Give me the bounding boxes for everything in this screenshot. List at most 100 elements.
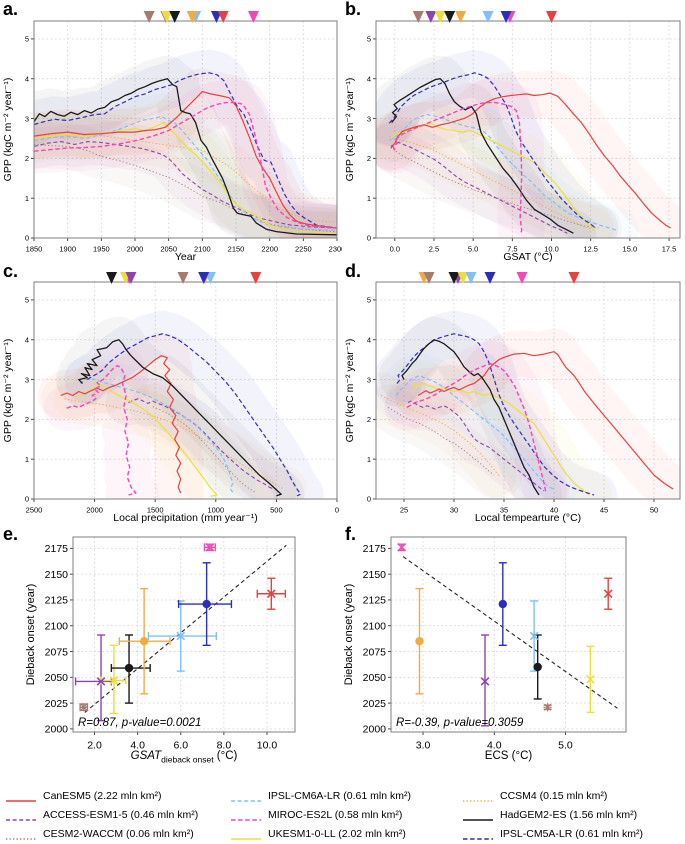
legend-item-ukesm1-0-ll: UKESM1-0-LL (2.02 mln km²) [231,824,463,843]
svg-text:4: 4 [25,74,29,83]
legend-line-sample [463,792,493,802]
chart-e: 2.0 4.0 6.0 8.0 10.0 2000 2025 2050 2075 2100 2125… [25,536,296,752]
svg-text:GPP (kgC m⁻² year⁻¹): GPP (kgC m⁻² year⁻¹) [344,339,356,443]
svg-text:2125: 2125 [363,595,387,607]
svg-text:2500: 2500 [26,506,43,515]
legend-line-sample [231,811,261,821]
legend-item-access-esm1-5: ACCESS-ESM1-5 (0.46 mln km²) [6,805,231,824]
panel-d: d. 25 30 35 40 45 50 0 1 2 3 4 5 Local tempearture (… [342,261,685,525]
svg-text:1000: 1000 [207,506,224,515]
svg-text:4.0: 4.0 [487,740,502,752]
svg-text:2125: 2125 [45,595,69,607]
legend-label: CanESM5 (2.22 mln km²) [43,789,162,802]
svg-text:2175: 2175 [363,543,387,555]
svg-text:2100: 2100 [363,621,387,633]
svg-text:2.0: 2.0 [87,740,102,752]
svg-text:0: 0 [367,234,371,243]
svg-text:2050: 2050 [45,672,69,684]
chart-f: 3.0 4.0 5.0 2000 2025 2050 2075 2100 2125 2150 217… [343,536,627,752]
panel-letter-f: f. [345,524,356,544]
svg-text:5: 5 [367,296,371,305]
svg-text:2100: 2100 [194,245,211,254]
svg-text:R=0.87, p-value=0.0021: R=0.87, p-value=0.0021 [78,717,201,729]
legend-line-sample [6,830,36,840]
svg-text:1: 1 [367,194,371,203]
chart-a: 1850 1900 1950 2000 2050 2100 2150 2200 2250 230 0… [2,11,342,262]
panel-a: a. 1850 1900 1950 2000 2050 2100 2150 2200 2250 2… [0,0,342,262]
svg-text:2: 2 [25,154,29,163]
svg-text:10.0: 10.0 [257,740,278,752]
svg-text:1500: 1500 [147,506,164,515]
legend-label: CCSM4 (0.15 mln km²) [500,789,608,802]
svg-text:3: 3 [367,375,371,384]
panel-letter-c: c. [3,261,19,281]
svg-text:Year: Year [175,251,197,262]
x-axis-label-e: GSATdieback onset (°C) [130,750,238,765]
svg-text:2175: 2175 [45,543,69,555]
svg-text:3: 3 [25,375,29,384]
chart-b: 0.0 2.5 5.0 7.5 10.0 12.5 15.0 17.5 0 1 2 3 4 5 GSAT (… [344,11,681,262]
svg-text:Dieback onset (year): Dieback onset (year) [343,584,355,686]
svg-text:17.5: 17.5 [662,245,677,254]
svg-text:4: 4 [367,335,371,344]
svg-text:15.0: 15.0 [623,245,638,254]
svg-text:2025: 2025 [45,698,69,710]
panel-letter-e: e. [3,524,19,544]
svg-text:GSAT (°C): GSAT (°C) [503,251,552,262]
svg-text:2200: 2200 [261,245,278,254]
panel-letter-a: a. [3,0,19,19]
svg-text:3: 3 [25,114,29,123]
panel-letter-b: b. [345,0,361,19]
svg-text:1: 1 [25,194,29,203]
svg-text:Dieback onset (year): Dieback onset (year) [25,584,37,686]
svg-text:2150: 2150 [228,245,245,254]
svg-text:2150: 2150 [45,569,69,581]
svg-text:Local tempearture (°C): Local tempearture (°C) [475,512,581,524]
svg-text:5: 5 [25,35,29,44]
legend-line-sample [6,792,36,802]
svg-text:Local precipitation (mm year⁻¹: Local precipitation (mm year⁻¹) [113,512,257,524]
svg-text:R=-0.39, p-value=0.3059: R=-0.39, p-value=0.3059 [396,717,524,729]
svg-text:30: 30 [450,506,458,515]
svg-text:2150: 2150 [363,569,387,581]
svg-text:7.5: 7.5 [507,245,517,254]
svg-text:10.0: 10.0 [544,245,559,254]
svg-text:GPP (kgC m⁻² year⁻¹): GPP (kgC m⁻² year⁻¹) [344,78,356,182]
legend-item-hadgem2-es: HadGEM2-ES (1.56 mln km²) [463,805,685,824]
legend-label: CESM2-WACCM (0.06 mln km²) [43,827,194,840]
svg-text:40: 40 [550,506,558,515]
panel-c: c. 2500 2000 1500 1000 500 0 0 1 2 3 4 5 Local preci… [0,261,342,525]
svg-text:5: 5 [25,296,29,305]
x-axis-label-f: ECS (°C) [484,750,533,762]
svg-text:3.0: 3.0 [416,740,431,752]
svg-text:2025: 2025 [363,698,387,710]
svg-text:GPP (kgC m⁻² year⁻¹): GPP (kgC m⁻² year⁻¹) [2,339,14,443]
svg-text:2100: 2100 [45,621,69,633]
legend-label: UKESM1-0-LL (2.02 mln km²) [268,827,406,840]
svg-text:2000: 2000 [86,506,103,515]
legend-item-miroc-es2l: MIROC-ES2L (0.58 mln km²) [231,805,463,824]
svg-text:35: 35 [500,506,508,515]
svg-text:5: 5 [367,35,371,44]
legend-label: HadGEM2-ES (1.56 mln km²) [500,808,638,821]
svg-text:2: 2 [367,154,371,163]
svg-text:1900: 1900 [59,245,76,254]
svg-text:1: 1 [367,455,371,464]
legend-line-sample [463,830,493,840]
svg-text:1: 1 [25,455,29,464]
svg-text:6.0: 6.0 [173,740,188,752]
svg-text:0: 0 [367,495,371,504]
svg-text:2050: 2050 [363,672,387,684]
legend-label: ACCESS-ESM1-5 (0.46 mln km²) [43,808,199,821]
row-ab: a. 1850 1900 1950 2000 2050 2100 2150 2200 2250 2… [0,0,685,262]
svg-text:2050: 2050 [160,245,177,254]
svg-text:0: 0 [335,506,339,515]
svg-text:45: 45 [600,506,608,515]
svg-text:2250: 2250 [295,245,312,254]
svg-text:4.0: 4.0 [130,740,145,752]
svg-text:GPP (kgC m⁻² year⁻¹): GPP (kgC m⁻² year⁻¹) [2,78,14,182]
legend-label: IPSL-CM6A-LR (0.61 mln km²) [268,789,411,802]
svg-text:0: 0 [25,234,29,243]
